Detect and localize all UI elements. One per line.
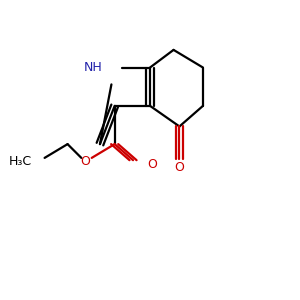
Text: H₃C: H₃C [9, 155, 32, 168]
Text: O: O [147, 158, 157, 171]
Text: O: O [80, 155, 90, 168]
Text: O: O [175, 161, 184, 174]
Text: NH: NH [84, 61, 103, 74]
